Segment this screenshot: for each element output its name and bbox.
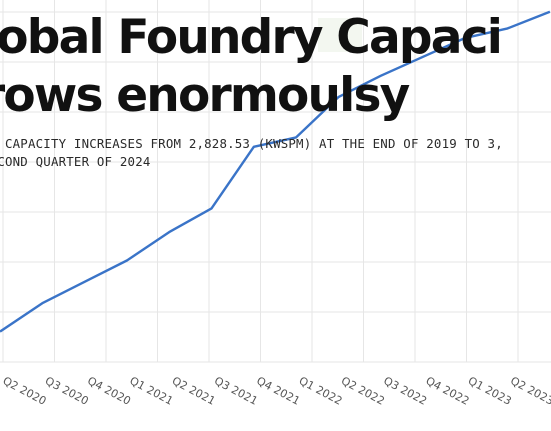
- x-tick-label: Q2 2021: [170, 374, 218, 408]
- x-tick-label: Q3 2022: [381, 374, 429, 408]
- x-tick-label: Q4 2021: [254, 374, 302, 408]
- x-tick-label: Q3 2021: [212, 374, 260, 408]
- x-tick-label: Q1 2022: [297, 374, 345, 408]
- chart-subtitle-line-1: LY CAPACITY INCREASES FROM 2,828.53 (KWS…: [0, 136, 503, 151]
- x-tick-label: Q1 2021: [127, 374, 175, 408]
- chart-subtitle-line-2: SECOND QUARTER OF 2024: [0, 154, 151, 169]
- series-line: [0, 10, 551, 333]
- x-tick-label: Q3 2020: [43, 374, 91, 408]
- x-tick-label: Q2 2022: [339, 374, 387, 408]
- x-tick-label: Q4 2020: [85, 374, 133, 408]
- watermark-logo: [318, 18, 362, 52]
- series-line-path: [0, 10, 551, 333]
- x-tick-label: Q2 2020: [1, 374, 49, 408]
- x-tick-label: Q2 2023: [508, 374, 551, 408]
- chart-title-line-2: rows enormoulsy: [0, 68, 410, 123]
- x-tick-label: Q1 2023: [466, 374, 514, 408]
- x-tick-label: Q4 2022: [424, 374, 472, 408]
- chart-title-line-1: lobal Foundry Capaci: [0, 10, 503, 65]
- gridlines: [0, 0, 551, 363]
